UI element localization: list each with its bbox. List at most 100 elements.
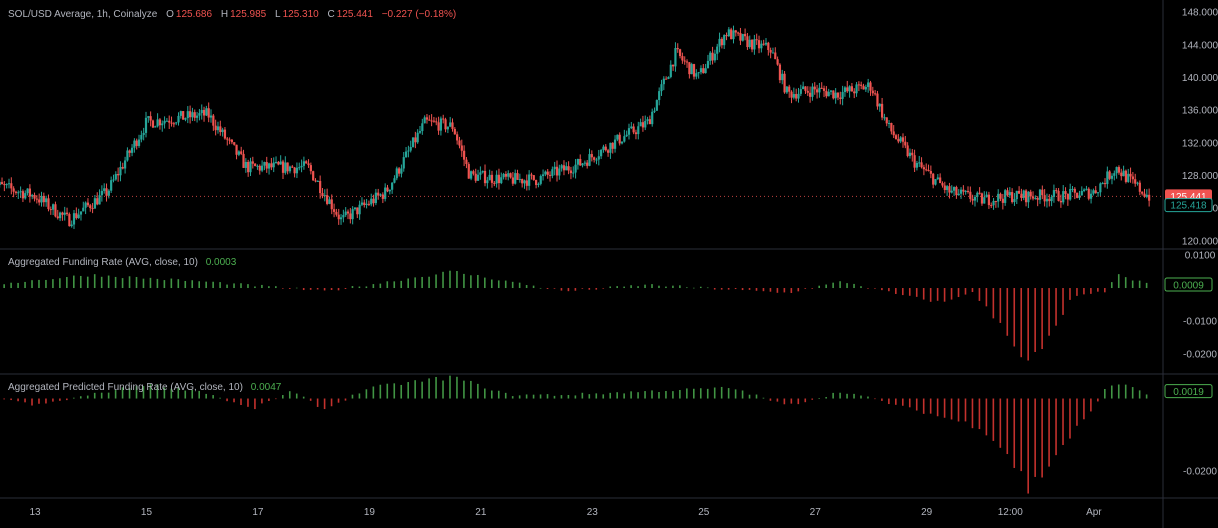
candle-body bbox=[980, 193, 984, 204]
candle-body bbox=[449, 122, 452, 127]
candle-body bbox=[126, 150, 129, 161]
funding-bar bbox=[936, 288, 939, 301]
predicted-bar bbox=[637, 392, 639, 399]
candle-body bbox=[836, 92, 840, 98]
predicted-bar bbox=[463, 380, 465, 399]
candle-body bbox=[223, 129, 227, 139]
candle-body bbox=[806, 90, 809, 93]
predicted-bar bbox=[1069, 398, 1071, 439]
candle-body bbox=[829, 90, 833, 92]
candle-body bbox=[860, 84, 863, 86]
funding-bar bbox=[52, 279, 54, 289]
predicted-legend: Aggregated Predicted Funding Rate (AVG, … bbox=[8, 382, 283, 393]
predicted-bar bbox=[295, 393, 298, 399]
candle-body bbox=[516, 173, 519, 180]
candle-body bbox=[312, 171, 315, 181]
candle-body bbox=[40, 195, 43, 203]
candle-body bbox=[1055, 190, 1058, 192]
predicted-bar bbox=[254, 398, 256, 410]
candle-body bbox=[1004, 190, 1007, 203]
candle-body bbox=[149, 116, 152, 121]
candle-body bbox=[1036, 197, 1039, 200]
candle-body bbox=[788, 86, 791, 92]
funding-bar bbox=[17, 282, 19, 289]
candle-body bbox=[1106, 171, 1109, 185]
funding-bar bbox=[637, 286, 639, 289]
candle-body bbox=[497, 174, 501, 184]
predicted-bar bbox=[372, 386, 375, 399]
funding-bar bbox=[177, 279, 180, 289]
predicted-bar bbox=[741, 390, 744, 399]
candle-body bbox=[623, 136, 626, 142]
candle-body bbox=[365, 203, 368, 206]
candle-body bbox=[58, 212, 62, 219]
funding-bar bbox=[1034, 288, 1036, 352]
candle-body bbox=[639, 122, 642, 127]
funding-bar bbox=[372, 284, 375, 289]
predicted-bar bbox=[45, 398, 47, 404]
candle-body bbox=[1013, 199, 1016, 203]
funding-bar bbox=[881, 288, 883, 291]
candle-body bbox=[277, 162, 280, 165]
candle-body bbox=[632, 126, 635, 133]
funding-bar bbox=[699, 286, 702, 289]
predicted-bar bbox=[853, 393, 855, 399]
candle-body bbox=[762, 43, 765, 45]
predicted-bar bbox=[100, 392, 103, 399]
candle-body bbox=[1066, 193, 1069, 200]
candle-body bbox=[841, 92, 844, 99]
predicted-bar bbox=[978, 398, 981, 430]
candle-body bbox=[391, 182, 394, 190]
predicted-bar bbox=[449, 375, 451, 399]
candle-body bbox=[727, 29, 730, 37]
candle-body bbox=[200, 109, 203, 114]
funding-bar bbox=[490, 279, 493, 289]
predicted-bar bbox=[281, 395, 284, 399]
candle-body bbox=[546, 171, 549, 175]
candle-body bbox=[702, 68, 705, 74]
candle-body bbox=[627, 128, 631, 135]
candle-body bbox=[743, 34, 747, 37]
candle-body bbox=[764, 42, 768, 45]
candle-body bbox=[862, 85, 865, 90]
candle-body bbox=[1108, 171, 1111, 179]
candle-body bbox=[827, 91, 830, 97]
open-label: O bbox=[166, 9, 174, 20]
candle-body bbox=[825, 90, 828, 97]
candle-body bbox=[748, 39, 751, 48]
candle-body bbox=[674, 48, 677, 67]
candle-body bbox=[493, 182, 496, 184]
candle-body bbox=[328, 199, 331, 204]
predicted-bar bbox=[665, 390, 667, 399]
candle-body bbox=[846, 87, 849, 92]
funding-bar bbox=[275, 286, 277, 289]
candle-body bbox=[797, 93, 800, 99]
candle-body bbox=[579, 158, 582, 166]
candle-body bbox=[114, 174, 117, 180]
funding-bar bbox=[943, 288, 946, 302]
funding-bar bbox=[713, 288, 716, 290]
funding-bar bbox=[693, 287, 695, 289]
candle-body bbox=[906, 145, 909, 157]
candle-body bbox=[878, 103, 881, 107]
candle-body bbox=[925, 169, 928, 171]
candle-body bbox=[985, 194, 988, 198]
candle-body bbox=[783, 73, 786, 93]
price-axis-tick: 132.000 bbox=[1182, 138, 1218, 149]
funding-bar bbox=[734, 288, 737, 290]
candle-body bbox=[177, 115, 180, 123]
candle-body bbox=[198, 113, 201, 116]
predicted-bar bbox=[999, 398, 1002, 448]
funding-bar bbox=[748, 288, 751, 290]
predicted-bar bbox=[31, 398, 33, 406]
candle-body bbox=[35, 198, 38, 200]
candle-body bbox=[456, 134, 459, 141]
candle-body bbox=[5, 184, 8, 186]
predicted-bar bbox=[574, 395, 577, 399]
predicted-bar bbox=[212, 395, 214, 399]
predicted-bar bbox=[149, 384, 152, 399]
candle-body bbox=[351, 209, 354, 220]
candle-body bbox=[755, 39, 758, 41]
